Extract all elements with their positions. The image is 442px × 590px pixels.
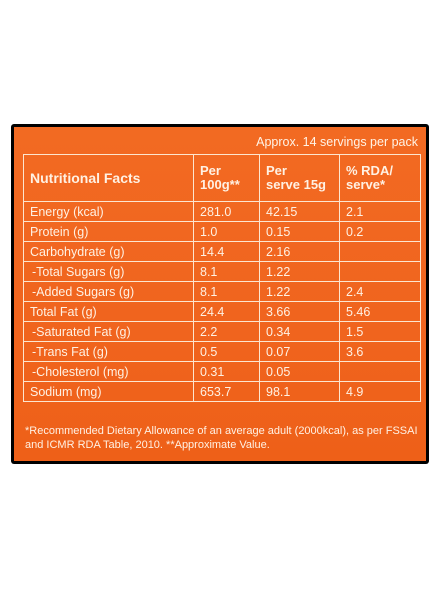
row-rda xyxy=(339,261,421,282)
row-per-100g: 14.4 xyxy=(193,241,260,262)
table-row: -Total Sugars (g) 8.1 1.22 xyxy=(23,261,421,282)
row-rda: 4.9 xyxy=(339,381,421,402)
header-per-serve-line1: Per xyxy=(266,163,287,178)
row-name: Total Fat (g) xyxy=(23,301,194,322)
table-row: Energy (kcal) 281.0 42.15 2.1 xyxy=(23,201,421,222)
row-per-100g: 0.31 xyxy=(193,361,260,382)
row-per-100g: 0.5 xyxy=(193,341,260,362)
header-rda-line1: % RDA/ xyxy=(346,163,393,178)
row-per-serve: 2.16 xyxy=(259,241,340,262)
table-row: Total Fat (g) 24.4 3.66 5.46 xyxy=(23,301,421,322)
row-rda xyxy=(339,241,421,262)
row-rda: 5.46 xyxy=(339,301,421,322)
row-per-100g: 2.2 xyxy=(193,321,260,342)
row-rda: 0.2 xyxy=(339,221,421,242)
row-per-serve: 0.34 xyxy=(259,321,340,342)
header-per-100g-line2: 100g** xyxy=(200,177,240,192)
nutrition-label: Approx. 14 servings per pack Nutritional… xyxy=(11,124,429,464)
row-rda xyxy=(339,361,421,382)
header-row: Nutritional Facts Per 100g** Per serve 1… xyxy=(23,154,421,202)
footnote: *Recommended Dietary Allowance of an ave… xyxy=(25,425,418,451)
row-per-serve: 1.22 xyxy=(259,281,340,302)
header-per-100g: Per 100g** xyxy=(193,154,260,202)
table-row: Protein (g) 1.0 0.15 0.2 xyxy=(23,221,421,242)
table-row: Carbohydrate (g) 14.4 2.16 xyxy=(23,241,421,262)
header-rda: % RDA/ serve* xyxy=(339,154,421,202)
row-name: Protein (g) xyxy=(23,221,194,242)
row-name: -Cholesterol (mg) xyxy=(23,361,194,382)
row-per-100g: 24.4 xyxy=(193,301,260,322)
nutrition-table: Nutritional Facts Per 100g** Per serve 1… xyxy=(23,154,421,402)
row-name: Carbohydrate (g) xyxy=(23,241,194,262)
row-rda: 2.1 xyxy=(339,201,421,222)
header-nutrient: Nutritional Facts xyxy=(23,154,194,202)
row-name: -Total Sugars (g) xyxy=(23,261,194,282)
table-row: Sodium (mg) 653.7 98.1 4.9 xyxy=(23,381,421,402)
table-row: -Added Sugars (g) 8.1 1.22 2.4 xyxy=(23,281,421,302)
nutrition-panel: Approx. 14 servings per pack Nutritional… xyxy=(14,127,426,461)
row-per-serve: 3.66 xyxy=(259,301,340,322)
row-per-100g: 653.7 xyxy=(193,381,260,402)
row-name: -Added Sugars (g) xyxy=(23,281,194,302)
row-rda: 3.6 xyxy=(339,341,421,362)
table-row: -Cholesterol (mg) 0.31 0.05 xyxy=(23,361,421,382)
header-per-serve: Per serve 15g xyxy=(259,154,340,202)
row-per-serve: 1.22 xyxy=(259,261,340,282)
servings-note: Approx. 14 servings per pack xyxy=(256,135,418,149)
row-per-100g: 8.1 xyxy=(193,281,260,302)
row-per-serve: 42.15 xyxy=(259,201,340,222)
row-rda: 1.5 xyxy=(339,321,421,342)
table-row: -Trans Fat (g) 0.5 0.07 3.6 xyxy=(23,341,421,362)
row-name: -Trans Fat (g) xyxy=(23,341,194,362)
row-name: Sodium (mg) xyxy=(23,381,194,402)
row-per-serve: 0.05 xyxy=(259,361,340,382)
row-name: Energy (kcal) xyxy=(23,201,194,222)
row-per-100g: 281.0 xyxy=(193,201,260,222)
header-rda-line2: serve* xyxy=(346,177,386,192)
row-name: -Saturated Fat (g) xyxy=(23,321,194,342)
row-per-100g: 8.1 xyxy=(193,261,260,282)
header-per-100g-line1: Per xyxy=(200,163,221,178)
row-per-100g: 1.0 xyxy=(193,221,260,242)
row-per-serve: 98.1 xyxy=(259,381,340,402)
row-rda: 2.4 xyxy=(339,281,421,302)
row-per-serve: 0.07 xyxy=(259,341,340,362)
row-per-serve: 0.15 xyxy=(259,221,340,242)
table-row: -Saturated Fat (g) 2.2 0.34 1.5 xyxy=(23,321,421,342)
header-per-serve-line2: serve 15g xyxy=(266,177,326,192)
